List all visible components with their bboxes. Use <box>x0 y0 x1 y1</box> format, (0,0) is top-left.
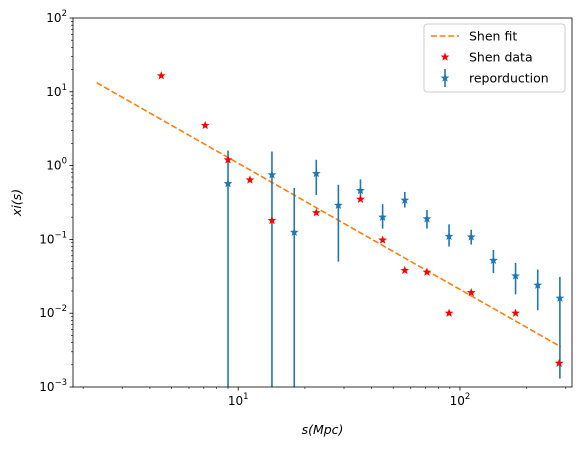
y-tick-label: 10−1 <box>39 230 67 246</box>
shen-fit-line <box>96 81 562 348</box>
major-ticks <box>69 17 461 391</box>
shen-data-point <box>311 208 321 217</box>
reproduction-points-layer <box>223 168 565 302</box>
reproduction-point <box>555 293 565 302</box>
reproduction-point <box>533 280 543 289</box>
y-tick-labels: 10−3 10−2 10−1 100 101 102 <box>39 9 67 394</box>
legend-entry-fit: Shen fit <box>469 29 517 44</box>
reproduction-point <box>334 200 343 209</box>
shen-data-point <box>223 155 233 164</box>
x-tick-label: 102 <box>450 392 471 408</box>
x-tick-label: 101 <box>228 392 249 408</box>
y-tick-label: 102 <box>46 9 67 25</box>
reproduction-point <box>267 170 277 179</box>
shen-data-point <box>422 267 432 276</box>
legend: Shen fit Shen data reporduction <box>423 23 566 93</box>
shen-data-point <box>156 71 166 80</box>
shen-data-point <box>356 194 365 203</box>
shen-data-point <box>511 308 520 317</box>
legend-entry-shen-data: Shen data <box>469 50 533 65</box>
reproduction-point <box>489 255 498 265</box>
shen-data-point <box>466 288 476 297</box>
legend-reproduction-star <box>440 73 450 82</box>
reproduction-point <box>356 185 365 195</box>
reproduction-point <box>444 231 454 241</box>
reproduction-point <box>378 212 387 221</box>
shen-data-points-layer <box>156 71 564 367</box>
y-tick-label: 10−3 <box>39 378 67 394</box>
legend-shen-star <box>440 52 450 61</box>
shen-data-point <box>200 120 210 130</box>
legend-shen-swatch <box>440 52 450 61</box>
axes-frame <box>72 17 573 388</box>
x-axis-label: s(Mpc) <box>302 422 344 437</box>
y-axis-label: xi(s) <box>9 189 24 217</box>
plot-area <box>96 71 565 387</box>
shen-data-point <box>400 265 410 275</box>
shen-data-point <box>267 215 277 225</box>
reproduction-point <box>511 271 520 280</box>
legend-entry-reproduction: reporduction <box>469 71 549 86</box>
reproduction-point <box>289 227 299 236</box>
shen-data-point <box>444 308 454 317</box>
x-tick-labels: 101 102 <box>228 392 470 408</box>
y-tick-label: 100 <box>46 157 67 173</box>
reproduction-point <box>223 179 233 188</box>
legend-reproduction-swatch <box>440 69 450 87</box>
reproduction-point <box>400 195 410 204</box>
y-tick-label: 101 <box>46 83 67 99</box>
shen-data-point <box>378 235 387 244</box>
reproduction-point <box>466 232 476 241</box>
reproduction-point <box>311 168 321 178</box>
legend-box <box>423 23 566 93</box>
shen-data-point <box>245 175 255 184</box>
fit-line-layer <box>96 81 562 348</box>
shen-data-point <box>554 358 564 367</box>
reproduction-point <box>422 214 432 223</box>
y-tick-label: 10−2 <box>39 304 67 320</box>
